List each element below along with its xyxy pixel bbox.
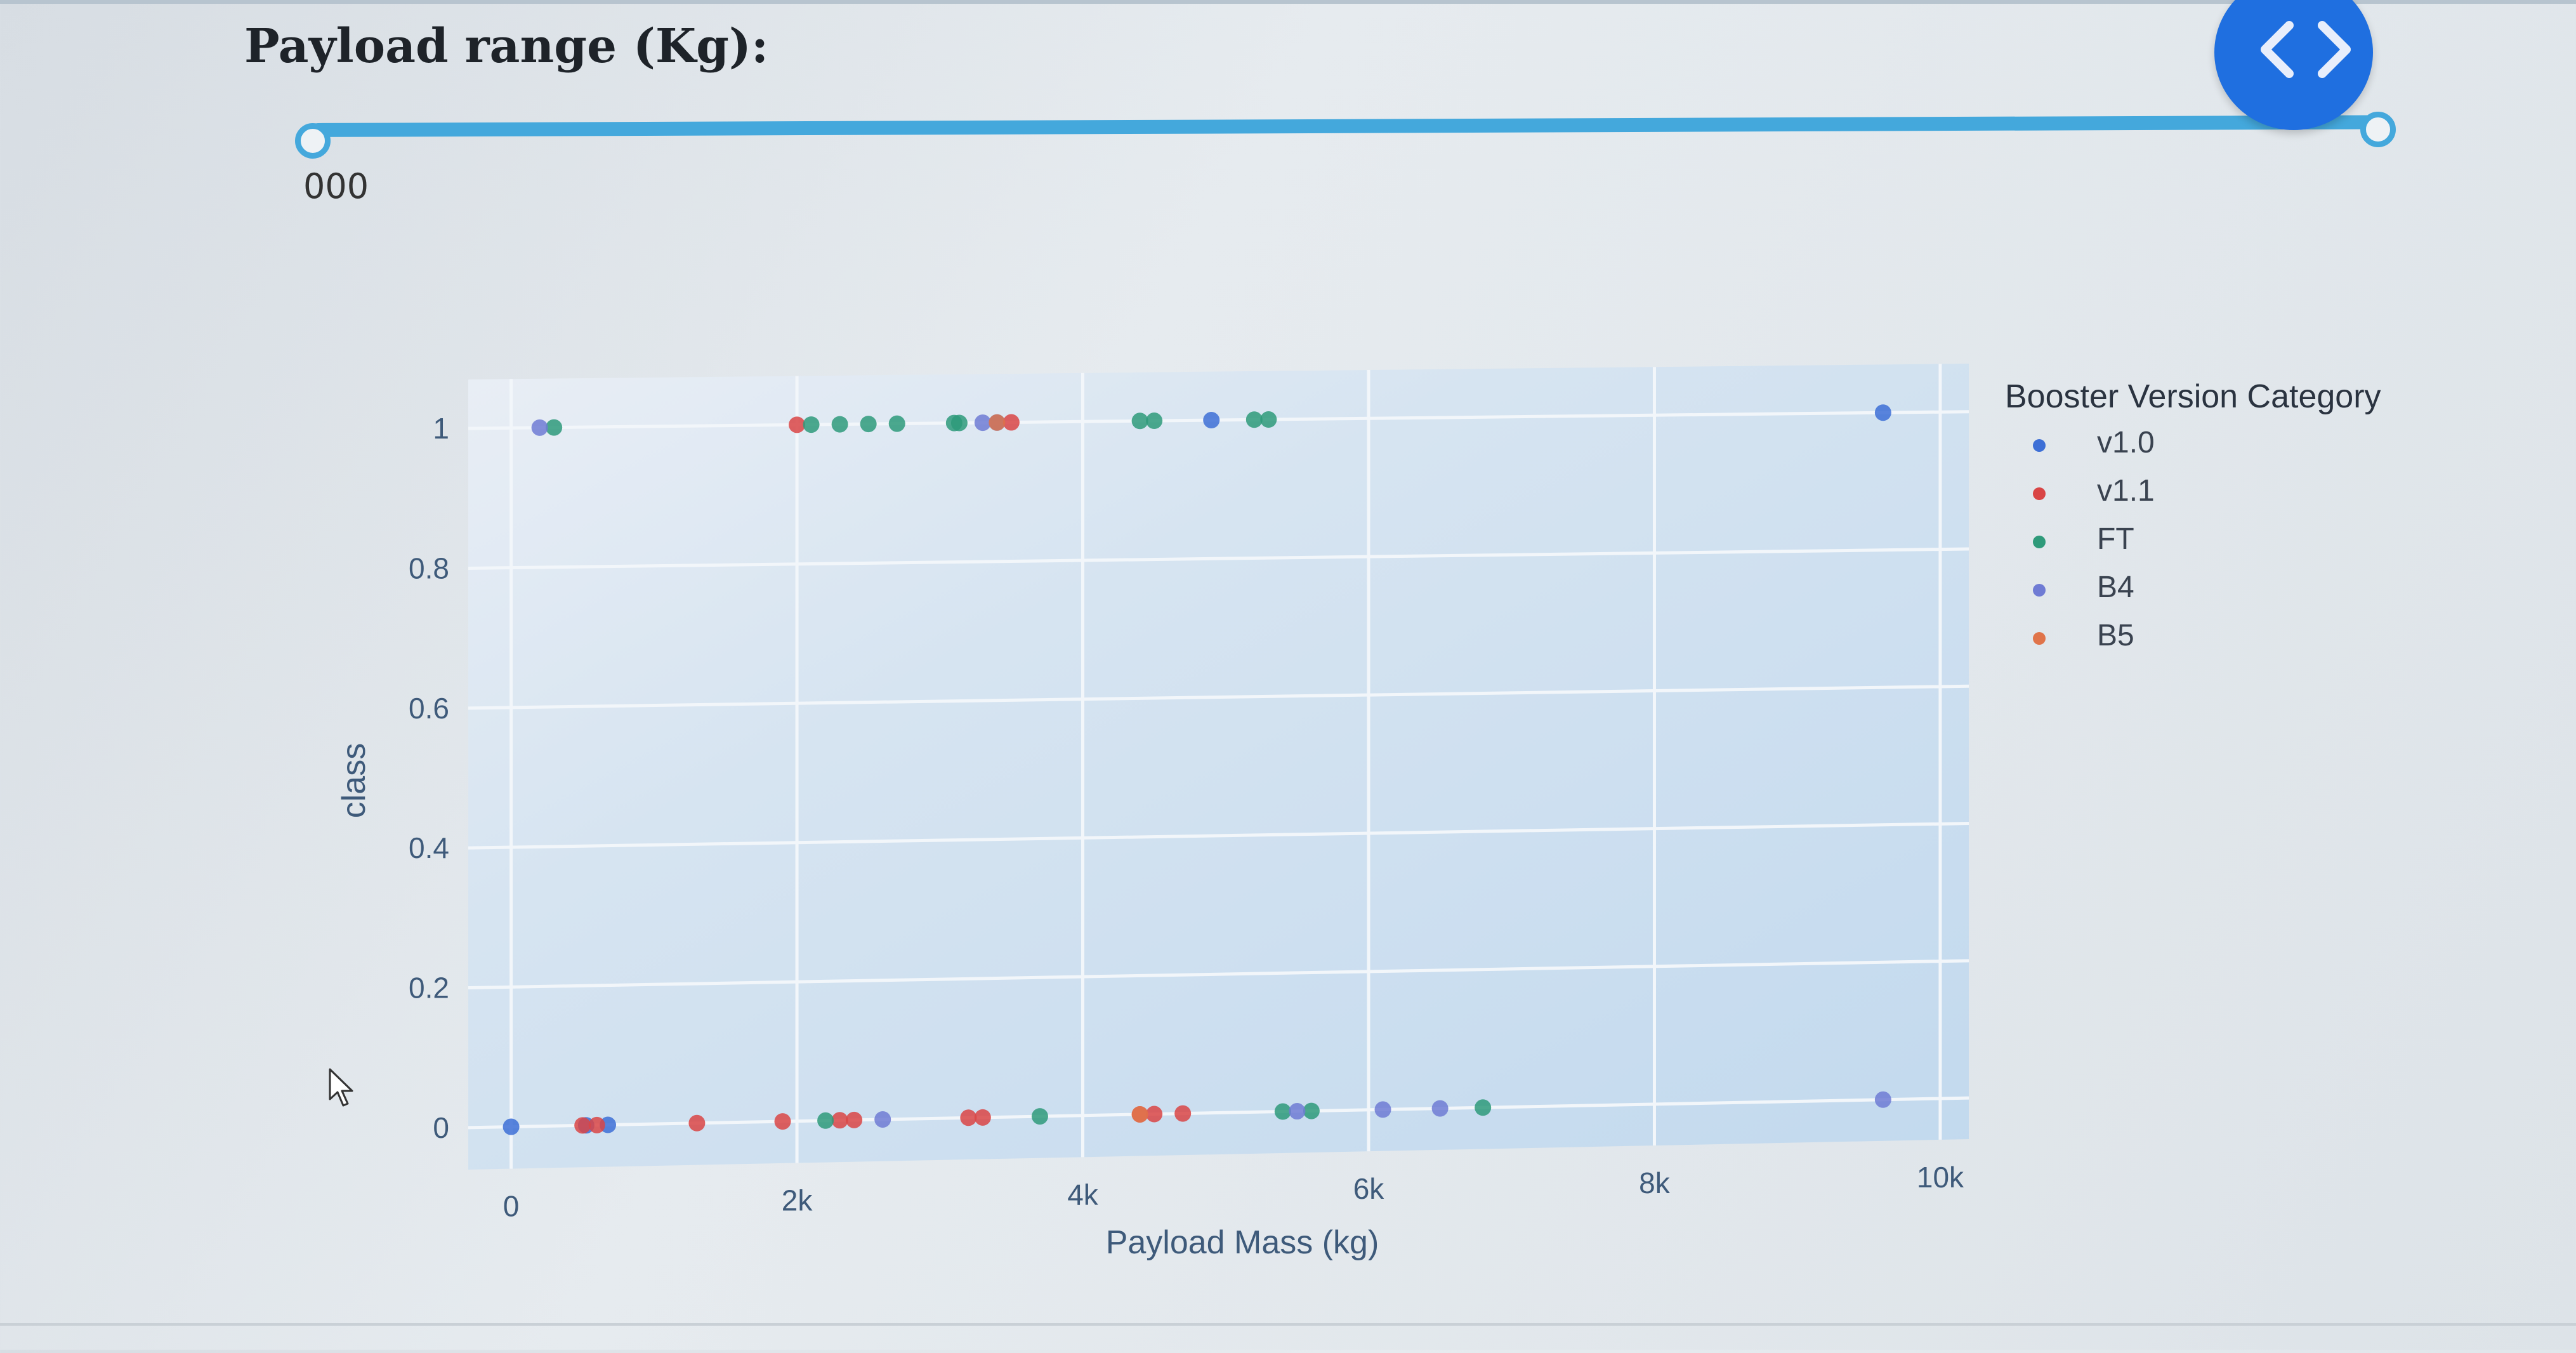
data-point-ft[interactable] [950,414,968,432]
y-grid-line [468,684,1969,710]
legend-marker [2033,439,2046,452]
legend-marker [2033,487,2046,500]
y-grid-line [468,822,1969,850]
slider-max-handle[interactable] [2360,112,2396,147]
x-tick-label: 2k [782,1184,813,1217]
y-grid-line [468,547,1969,570]
data-point-v1-1[interactable] [1174,1105,1192,1122]
data-point-v1-1[interactable] [960,1109,977,1126]
x-tick-label: 10k [1917,1161,1964,1194]
top-divider [0,0,2576,4]
data-point-v1-1[interactable] [789,416,806,433]
data-point-ft[interactable] [1245,411,1263,428]
legend-marker [2033,584,2046,597]
legend-label: v1.1 [2097,474,2155,508]
data-point-ft[interactable] [817,1112,834,1129]
data-point-v1-1[interactable] [1146,1106,1163,1123]
data-point-b5[interactable] [989,414,1006,431]
x-tick-label: 8k [1639,1166,1671,1199]
legend-marker [2033,632,2046,645]
data-point-v1-1[interactable] [688,1114,706,1132]
data-point-ft[interactable] [1146,412,1163,430]
x-tick-label: 4k [1067,1178,1099,1211]
y-axis-label: class [336,743,372,818]
y-tick-label: 0.8 [409,551,449,584]
data-point-v1-1[interactable] [774,1113,791,1130]
data-point-ft[interactable] [803,416,820,433]
data-point-b4[interactable] [874,1111,891,1128]
legend-label: FT [2097,522,2134,556]
data-point-b4[interactable] [531,419,548,436]
legend-label: B4 [2097,571,2134,604]
legend-label: v1.0 [2097,426,2155,459]
legend-label: B5 [2097,619,2134,652]
data-point-v1-1[interactable] [574,1117,591,1134]
data-point-b4[interactable] [1431,1100,1449,1117]
data-point-v1-0[interactable] [1874,404,1891,421]
y-grid-line [468,1096,1969,1130]
x-tick-label: 0 [503,1190,520,1223]
data-point-ft[interactable] [831,416,848,433]
bottom-divider [0,1323,2576,1326]
tick-layer: 0 2k 4k 6k 8k 10k 0 0.2 0.4 0.6 0.8 1 [409,412,1964,1223]
legend-marker [2033,536,2046,548]
data-point-v1-1[interactable] [1002,414,1020,431]
data-point-v1-1[interactable] [846,1111,863,1128]
data-point-b4[interactable] [974,414,991,432]
grid-layer [468,364,1969,1169]
data-point-v1-0[interactable] [1203,412,1220,429]
data-point-b4[interactable] [1289,1103,1306,1120]
data-point-ft[interactable] [1274,1103,1291,1120]
code-brackets-button[interactable] [2214,0,2373,130]
data-point-ft[interactable] [860,416,877,433]
data-point-ft[interactable] [1031,1108,1048,1125]
slider-mark-label: 000 [303,166,369,206]
y-tick-label: 0 [433,1111,449,1144]
data-point-ft[interactable] [1475,1099,1492,1116]
y-tick-label: 0.4 [409,831,449,864]
x-axis-label: Payload Mass (kg) [1106,1224,1379,1261]
data-point-v1-1[interactable] [974,1109,991,1126]
mouse-pointer-icon [329,1068,353,1107]
y-tick-label: 0.6 [409,692,449,725]
data-point-ft[interactable] [546,419,563,436]
plot-area [468,364,1969,1170]
x-tick-label: 6k [1353,1172,1385,1205]
y-tick-label: 0.2 [409,972,449,1005]
data-point-ft[interactable] [888,415,905,432]
data-point-b4[interactable] [1874,1091,1891,1108]
data-point-ft[interactable] [1131,412,1148,430]
slider-min-handle[interactable] [295,123,331,159]
data-point-v1-1[interactable] [588,1116,605,1133]
data-point-ft[interactable] [1303,1102,1320,1119]
slider-title: Payload range (Kg): [244,19,769,74]
data-point-b5[interactable] [1131,1106,1148,1123]
y-tick-label: 1 [433,412,449,445]
point-layer [503,404,1891,1135]
data-point-ft[interactable] [1260,411,1277,428]
data-point-v1-0[interactable] [503,1118,520,1135]
legend-title: Booster Version Category [2005,378,2381,415]
y-grid-line [468,959,1969,990]
data-point-b4[interactable] [1374,1101,1391,1118]
data-point-v1-1[interactable] [831,1112,848,1129]
code-brackets-icon [2261,21,2351,78]
